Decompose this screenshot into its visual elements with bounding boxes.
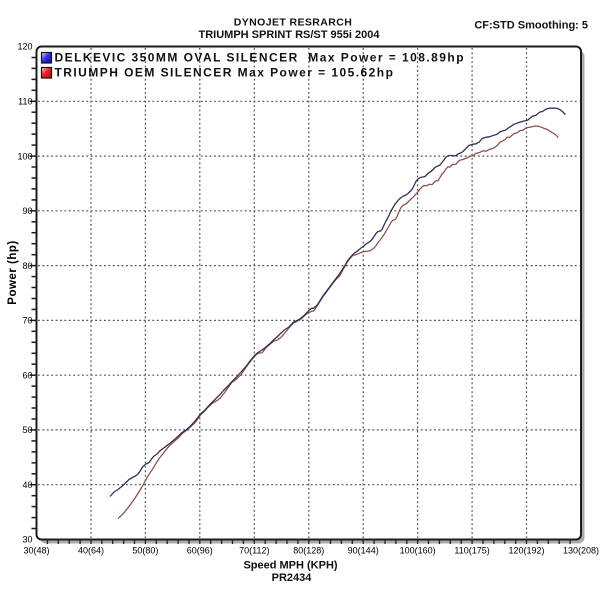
svg-text:110: 110: [18, 97, 32, 107]
svg-text:60: 60: [22, 370, 32, 380]
svg-text:90: 90: [22, 206, 32, 216]
svg-text:40: 40: [22, 480, 32, 490]
svg-text:80: 80: [22, 261, 32, 271]
svg-text:Power (hp): Power (hp): [7, 240, 19, 304]
svg-text:60(96): 60(96): [187, 546, 213, 556]
svg-text:70: 70: [22, 316, 32, 326]
svg-text:PR2434: PR2434: [272, 572, 313, 584]
svg-text:90(144): 90(144): [348, 546, 379, 556]
svg-text:120(192): 120(192): [508, 546, 544, 556]
svg-text:Speed MPH (KPH): Speed MPH (KPH): [243, 560, 337, 572]
svg-text:50(80): 50(80): [132, 546, 158, 556]
svg-text:120: 120: [17, 42, 32, 52]
svg-text:100(160): 100(160): [400, 546, 436, 556]
svg-text:80(128): 80(128): [293, 546, 324, 556]
svg-text:110(175): 110(175): [454, 546, 489, 556]
svg-text:50: 50: [22, 425, 32, 435]
svg-text:DYNOJET RESRARCH: DYNOJET RESRARCH: [234, 17, 352, 29]
svg-text:DELKEVIC 350MM OVAL SILENCER: DELKEVIC 350MM OVAL SILENCER Max Power =…: [55, 51, 466, 65]
svg-text:CF:STD Smoothing: 5: CF:STD Smoothing: 5: [474, 20, 588, 32]
svg-text:40(64): 40(64): [78, 546, 104, 556]
svg-text:TRIUMPH OEM SILENCER Max Power: TRIUMPH OEM SILENCER Max Power = 105.62h…: [55, 66, 395, 80]
svg-text:130(208): 130(208): [563, 546, 599, 556]
svg-text:30: 30: [22, 535, 32, 545]
svg-text:30(48): 30(48): [23, 546, 49, 556]
svg-text:100: 100: [17, 151, 32, 161]
svg-text:70(112): 70(112): [239, 546, 269, 556]
svg-text:TRIUMPH SPRINT RS/ST 955i 2004: TRIUMPH SPRINT RS/ST 955i 2004: [199, 29, 381, 41]
